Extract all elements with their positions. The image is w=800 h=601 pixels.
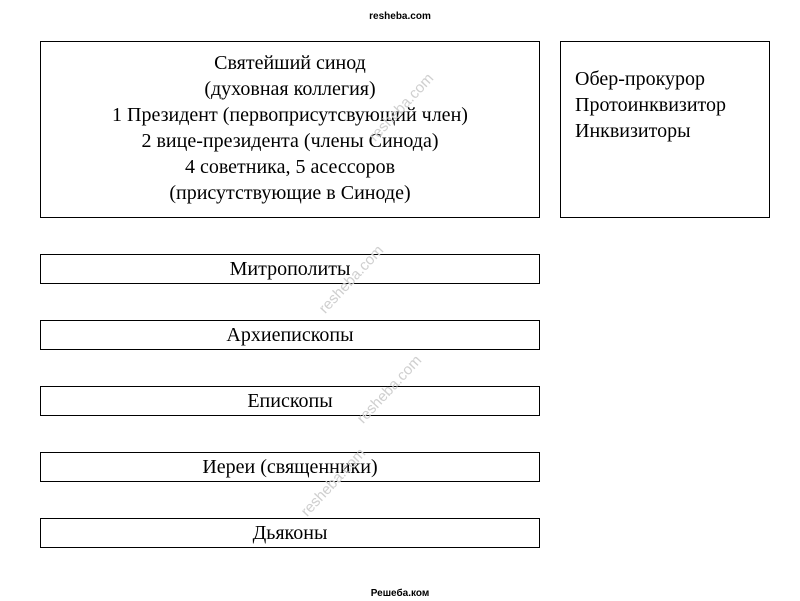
hierarchy-bar-4-text: Дьяконы	[41, 522, 539, 545]
hierarchy-bar-1: Архиепископы	[40, 320, 540, 350]
side-line-1: Протоинквизитор	[575, 92, 755, 118]
hierarchy-bar-0-text: Митрополиты	[41, 258, 539, 281]
watermark-bottom: Решеба.ком	[0, 583, 800, 601]
hierarchy-bar-2: Епископы	[40, 386, 540, 416]
hierarchy-bar-1-text: Архиепископы	[41, 324, 539, 347]
synod-line-1: (духовная коллегия)	[47, 76, 533, 102]
synod-line-3: 2 вице-президента (члены Синода)	[47, 128, 533, 154]
hierarchy-bar-2-text: Епископы	[41, 390, 539, 413]
watermark-top-text: resheba.com	[369, 11, 431, 22]
synod-line-2: 1 Президент (первоприсутсвующий член)	[47, 102, 533, 128]
synod-box: Святейший синод (духовная коллегия) 1 Пр…	[40, 41, 540, 218]
hierarchy-bar-0: Митрополиты	[40, 254, 540, 284]
side-line-2: Инквизиторы	[575, 118, 755, 144]
hierarchy-bar-4: Дьяконы	[40, 518, 540, 548]
hierarchy-bar-3-text: Иереи (священники)	[41, 456, 539, 479]
watermark-bottom-text: Решеба.ком	[371, 588, 430, 599]
synod-line-4: 4 советника, 5 асессоров	[47, 154, 533, 180]
hierarchy-bar-3: Иереи (священники)	[40, 452, 540, 482]
synod-line-5: (присутствующие в Синоде)	[47, 180, 533, 206]
synod-line-0: Святейший синод	[47, 50, 533, 76]
watermark-top: resheba.com	[0, 6, 800, 24]
side-box: Обер-прокурор Протоинквизитор Инквизитор…	[560, 41, 770, 218]
side-line-0: Обер-прокурор	[575, 66, 755, 92]
